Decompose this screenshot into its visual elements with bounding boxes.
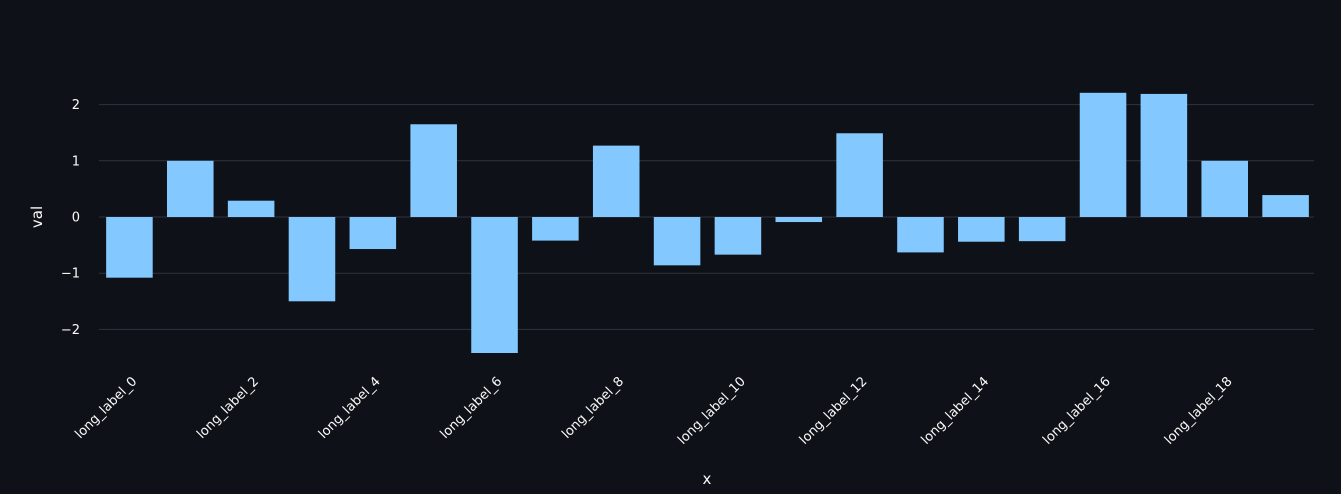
bar-long_label_10[interactable] — [714, 217, 762, 255]
y-tick-label: 2 — [72, 98, 80, 113]
x-tick-label: long_label_12 — [797, 374, 871, 448]
bar-long_label_2[interactable] — [227, 200, 275, 217]
bar-long_label_12[interactable] — [836, 133, 883, 217]
bar-long_label_7[interactable] — [532, 217, 579, 241]
x-axis-title: x — [703, 470, 712, 488]
bar-long_label_8[interactable] — [592, 145, 640, 217]
bar-long_label_16[interactable] — [1079, 92, 1127, 217]
y-tick-label: 1 — [72, 154, 80, 169]
x-tick-label: long_label_8 — [559, 374, 627, 442]
bar-long_label_13[interactable] — [897, 217, 944, 253]
x-tick-label: long_label_16 — [1040, 374, 1114, 448]
bar-long_label_3[interactable] — [288, 217, 336, 302]
bar-long_label_17[interactable] — [1140, 93, 1188, 217]
x-tick-label: long_label_10 — [675, 374, 749, 448]
x-tick-label: long_label_14 — [919, 374, 993, 448]
bar-long_label_15[interactable] — [1018, 217, 1066, 242]
bar-long_label_4[interactable] — [349, 217, 397, 250]
x-tick-label: long_label_0 — [73, 374, 141, 442]
x-axis-ticks: long_label_0 long_label_2 long_label_4 long… — [73, 374, 1236, 448]
x-tick-label: long_label_6 — [438, 374, 506, 442]
bar-long_label_9[interactable] — [653, 217, 701, 266]
bar-long_label_11[interactable] — [775, 217, 823, 223]
x-tick-label: long_label_2 — [194, 374, 262, 442]
grid-layer — [99, 104, 1314, 330]
bar-long_label_18[interactable] — [1201, 160, 1249, 217]
bar-long_label_1[interactable] — [166, 160, 214, 217]
x-tick-label: long_label_18 — [1162, 374, 1236, 448]
y-axis-title: val — [28, 206, 46, 228]
bar-long_label_6[interactable] — [471, 217, 518, 354]
bar-long_label_14[interactable] — [958, 217, 1005, 242]
bar-long_label_0[interactable] — [106, 217, 153, 278]
bar-long_label_19[interactable] — [1262, 195, 1309, 217]
y-tick-label: −1 — [61, 267, 80, 282]
y-tick-label: 0 — [72, 211, 80, 226]
x-tick-label: long_label_4 — [316, 374, 384, 442]
y-axis-ticks: 2 1 0 −1 −2 — [61, 98, 80, 338]
y-tick-label: −2 — [61, 323, 80, 338]
bar-long_label_5[interactable] — [410, 124, 457, 217]
bar-layer — [106, 92, 1309, 354]
